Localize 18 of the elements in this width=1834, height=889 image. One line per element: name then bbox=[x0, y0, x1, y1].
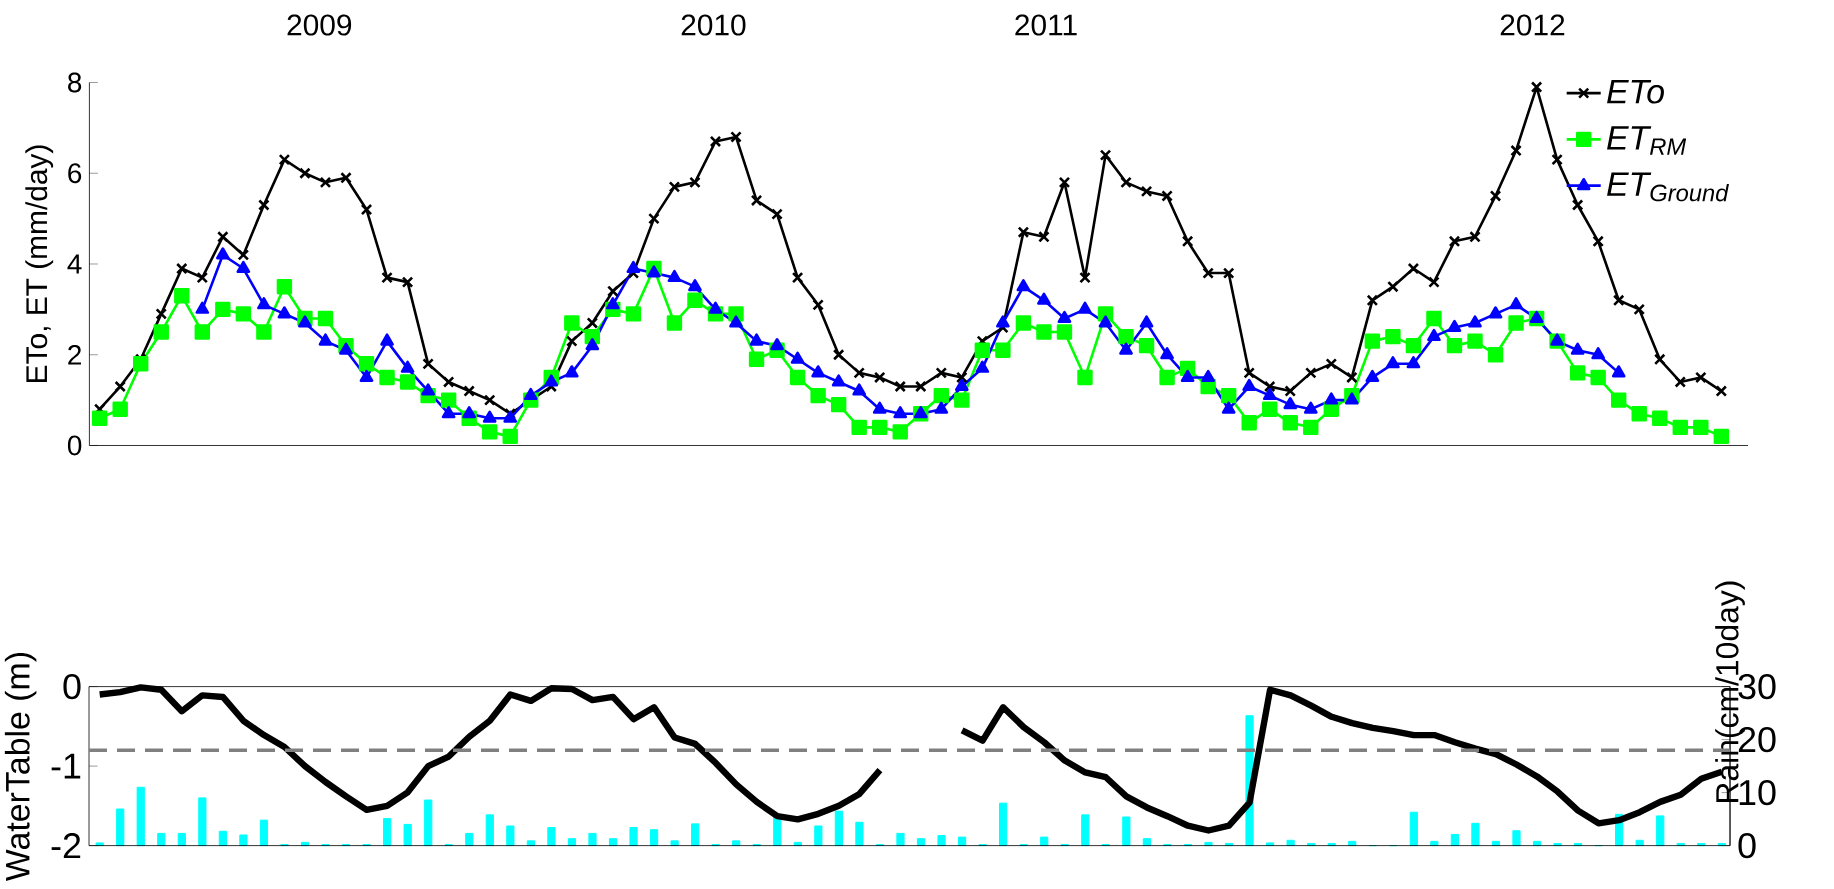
y-tick-label: 2 bbox=[68, 344, 81, 365]
text: 2009 bbox=[287, 14, 352, 36]
y-tick-label: 0 bbox=[63, 673, 81, 700]
text: 2012 bbox=[1500, 14, 1565, 36]
text: 2011 bbox=[1015, 14, 1077, 36]
y-tick-label: -1 bbox=[51, 753, 81, 779]
y-tick-label: 8 bbox=[68, 72, 82, 93]
y-tick-label: -2 bbox=[51, 833, 81, 859]
y-tick-label: 4 bbox=[67, 254, 82, 274]
legend-label: ET$_{RM}$ bbox=[1607, 126, 1687, 155]
y2-tick-label: 0 bbox=[1738, 832, 1756, 859]
y-axis-title: WaterTable (m) bbox=[4, 653, 37, 882]
y-axis-title: ETo, ET (mm/day) bbox=[25, 145, 54, 382]
legend-label: ET$_{Ground}$ bbox=[1607, 172, 1729, 202]
y-tick-label: 0 bbox=[67, 435, 82, 456]
text: 2010 bbox=[681, 14, 746, 36]
legend-label: ETo bbox=[1607, 79, 1664, 104]
y-tick-label: 6 bbox=[68, 163, 82, 184]
